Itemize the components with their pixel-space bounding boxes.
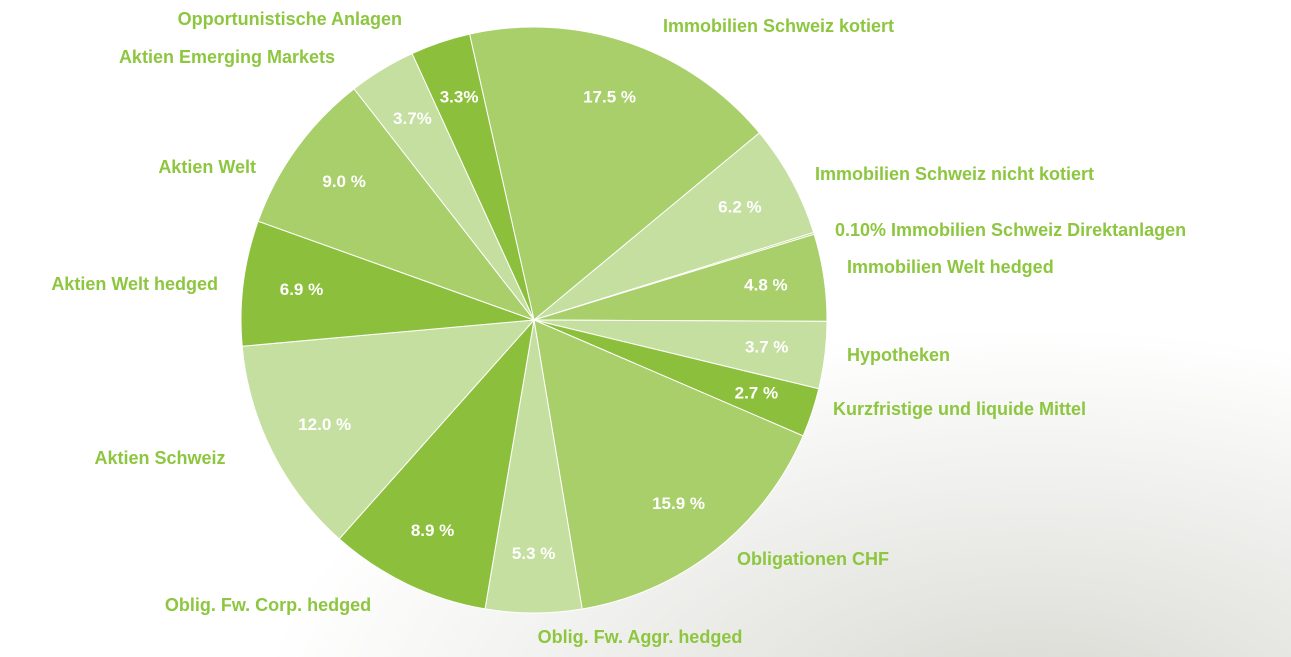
value-label: 2.7 % <box>735 384 778 403</box>
category-label: Immobilien Schweiz kotiert <box>663 16 894 36</box>
category-label: Oblig. Fw. Aggr. hedged <box>538 627 743 647</box>
category-label: Aktien Welt hedged <box>51 274 218 294</box>
value-label: 12.0 % <box>298 415 351 434</box>
value-label: 15.9 % <box>652 494 705 513</box>
category-label: Oblig. Fw. Corp. hedged <box>165 595 371 615</box>
category-label: Aktien Emerging Markets <box>119 47 335 67</box>
category-label: Hypotheken <box>847 345 950 365</box>
category-label: Aktien Welt <box>158 157 256 177</box>
value-label: 4.8 % <box>744 275 787 294</box>
category-label: Obligationen CHF <box>737 549 889 569</box>
value-label: 3.7 % <box>745 338 788 357</box>
category-label: 0.10% Immobilien Schweiz Direktanlagen <box>835 220 1186 240</box>
value-label: 3.7% <box>393 109 432 128</box>
chart: 17.5 % Immobilien Schweiz kotiert 6.2 % Imm… <box>0 0 1291 657</box>
value-label: 8.9 % <box>411 521 454 540</box>
category-label: Immobilien Welt hedged <box>847 257 1054 277</box>
value-label: 5.3 % <box>512 544 555 563</box>
value-label: 17.5 % <box>583 88 636 107</box>
page: {"chart_data": {"type": "pie", "categori… <box>0 0 1291 657</box>
category-label: Aktien Schweiz <box>94 448 225 468</box>
category-label: Kurzfristige und liquide Mittel <box>833 399 1086 419</box>
value-label: 9.0 % <box>322 172 365 191</box>
value-label: 6.9 % <box>280 280 323 299</box>
value-label: 6.2 % <box>718 197 761 216</box>
category-label: Opportunistische Anlagen <box>178 9 402 29</box>
category-label: Immobilien Schweiz nicht kotiert <box>815 164 1094 184</box>
value-label: 3.3% <box>440 87 479 106</box>
